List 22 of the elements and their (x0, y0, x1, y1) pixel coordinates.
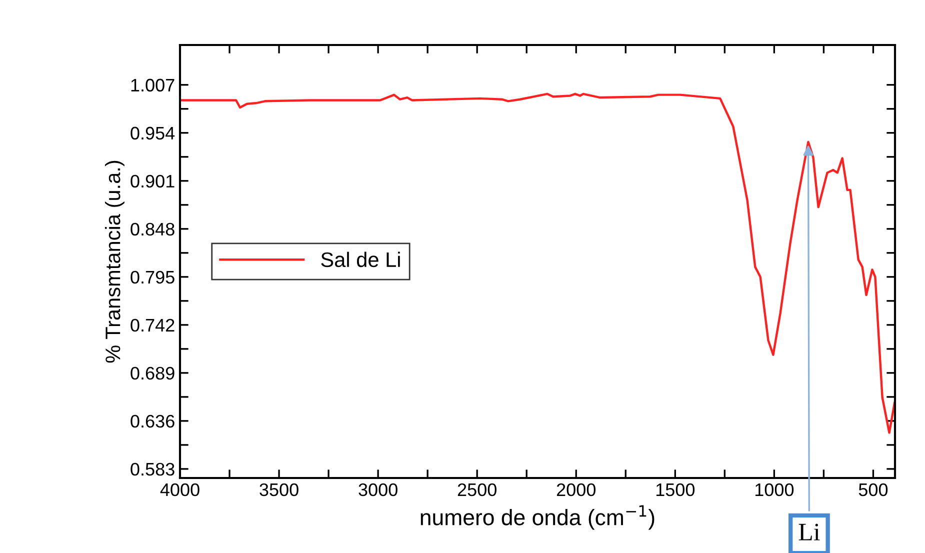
x-tick-label: 1500 (656, 483, 695, 496)
y-tick-label: 1.007 (131, 78, 174, 92)
y-tick-label: 0.689 (130, 366, 174, 380)
y-tick-label: 0.795 (130, 270, 174, 284)
x-tick-label: 500 (858, 483, 888, 496)
x-tick-label: 2000 (556, 483, 596, 496)
y-axis-title: % Transmtancia (u.a.) (104, 160, 124, 363)
y-tick-label: 0.954 (130, 126, 175, 140)
y-tick-label: 0.636 (130, 414, 174, 428)
x-tick-label: 2500 (458, 483, 496, 496)
line-series (180, 92, 895, 434)
y-tick-label: 0.901 (130, 174, 174, 188)
legend-label: Sal de Li (321, 252, 400, 268)
y-tick-label: 0.583 (130, 462, 174, 476)
x-tick-label: 1000 (755, 483, 794, 496)
x-tick-label: 3000 (358, 483, 398, 496)
x-tick-label: 3500 (260, 483, 298, 496)
x-tick-label: 4000 (160, 483, 200, 496)
x-axis-title: numero de onda (cm$^{−1}$) (420, 505, 654, 530)
y-tick-label: 0.848 (130, 222, 174, 236)
annotation: Li (798, 524, 820, 540)
y-tick-label: 0.742 (130, 318, 174, 332)
